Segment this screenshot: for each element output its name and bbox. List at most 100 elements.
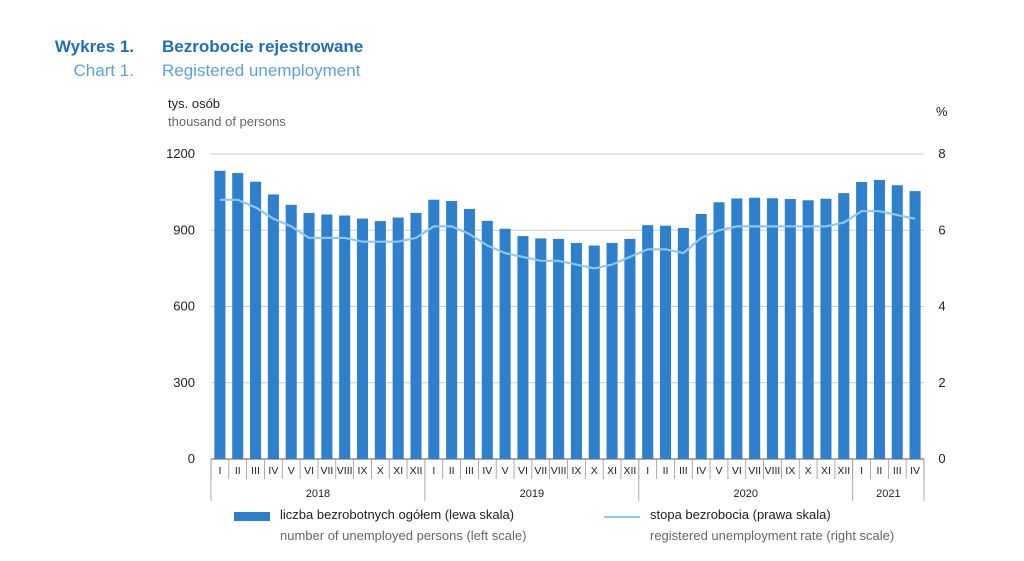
month-label: II bbox=[235, 465, 241, 477]
bar bbox=[374, 221, 386, 459]
month-label: VI bbox=[304, 465, 314, 477]
right-tick-label: 8 bbox=[938, 146, 945, 161]
left-axis-unit-en: thousand of persons bbox=[168, 114, 286, 129]
bar bbox=[481, 220, 493, 459]
bar bbox=[838, 193, 850, 459]
bar bbox=[766, 198, 779, 459]
legend-line-label-pl: stopa bezrobocia (prawa skala) bbox=[650, 507, 831, 522]
bar bbox=[553, 238, 565, 459]
month-label: VI bbox=[518, 465, 528, 477]
bar bbox=[820, 198, 832, 459]
title-label-en: Chart 1. bbox=[73, 61, 134, 80]
title-row-en: Chart 1. Registered unemployment bbox=[52, 61, 363, 85]
bar bbox=[677, 227, 689, 459]
month-label: IX bbox=[785, 465, 795, 477]
chart-title: Wykres 1. Bezrobocie rejestrowane Chart … bbox=[52, 37, 363, 85]
legend-line-swatch bbox=[604, 516, 640, 518]
bar bbox=[321, 214, 333, 459]
bar bbox=[446, 201, 458, 460]
month-label: XII bbox=[837, 465, 850, 477]
bar bbox=[517, 236, 529, 459]
bar bbox=[303, 212, 315, 459]
month-label: III bbox=[251, 465, 260, 477]
month-label: IV bbox=[696, 465, 706, 477]
left-axis-unit-pl: tys. osób bbox=[168, 96, 221, 111]
legend-line-label-en: registered unemployment rate (right scal… bbox=[650, 528, 895, 543]
month-label: II bbox=[449, 465, 455, 477]
month-label: VII bbox=[320, 465, 333, 477]
month-label: XII bbox=[410, 465, 423, 477]
bar bbox=[428, 199, 440, 459]
month-label: III bbox=[465, 465, 474, 477]
bar bbox=[588, 245, 600, 459]
month-label: IX bbox=[358, 465, 368, 477]
bar bbox=[606, 242, 618, 459]
right-tick-label: 2 bbox=[938, 375, 945, 390]
month-label: VIII bbox=[337, 465, 353, 477]
month-label: IV bbox=[268, 465, 278, 477]
left-tick-label: 900 bbox=[173, 222, 195, 237]
bar bbox=[285, 204, 297, 459]
bar bbox=[749, 197, 761, 459]
year-label: 2021 bbox=[876, 488, 900, 500]
bar bbox=[267, 194, 279, 459]
legend-bar-swatch bbox=[234, 512, 270, 521]
bar bbox=[250, 181, 262, 459]
bar bbox=[339, 215, 351, 459]
right-tick-label: 0 bbox=[938, 451, 945, 466]
month-label: V bbox=[716, 465, 723, 477]
year-label: 2020 bbox=[734, 488, 758, 500]
month-label: II bbox=[877, 465, 883, 477]
bar bbox=[356, 218, 369, 459]
bar bbox=[856, 181, 868, 460]
bar bbox=[410, 212, 422, 459]
right-tick-label: 4 bbox=[938, 299, 945, 314]
rate-line bbox=[219, 198, 916, 270]
bar bbox=[713, 202, 725, 459]
month-label: VI bbox=[732, 465, 742, 477]
month-label: VII bbox=[748, 465, 761, 477]
month-label: XI bbox=[393, 465, 403, 477]
bar bbox=[891, 185, 903, 459]
month-label: I bbox=[646, 465, 649, 477]
bar bbox=[695, 213, 707, 459]
bar bbox=[731, 198, 743, 459]
month-label: IV bbox=[910, 465, 920, 477]
month-label: X bbox=[591, 465, 598, 477]
bar bbox=[660, 225, 672, 459]
month-label: V bbox=[502, 465, 509, 477]
month-label: VIII bbox=[551, 465, 567, 477]
month-label: III bbox=[679, 465, 688, 477]
month-label: IX bbox=[571, 465, 581, 477]
month-label: I bbox=[860, 465, 863, 477]
right-axis-unit: % bbox=[936, 104, 948, 119]
bar bbox=[784, 198, 796, 460]
legend-bars-label-en: number of unemployed persons (left scale… bbox=[280, 528, 527, 543]
month-label: I bbox=[432, 465, 435, 477]
left-tick-label: 600 bbox=[173, 299, 195, 314]
month-label: IV bbox=[482, 465, 492, 477]
title-row-pl: Wykres 1. Bezrobocie rejestrowane bbox=[52, 37, 363, 61]
left-tick-label: 1200 bbox=[166, 146, 195, 161]
bar bbox=[802, 200, 814, 459]
bar bbox=[624, 238, 636, 459]
left-tick-label: 0 bbox=[188, 451, 195, 466]
title-text-pl: Bezrobocie rejestrowane bbox=[162, 37, 364, 56]
bar bbox=[570, 242, 582, 459]
bar bbox=[232, 173, 244, 459]
bar bbox=[499, 228, 511, 459]
month-label: VIII bbox=[765, 465, 781, 477]
month-label: XI bbox=[607, 465, 617, 477]
title-label-pl: Wykres 1. bbox=[54, 37, 134, 56]
left-tick-label: 300 bbox=[173, 375, 195, 390]
bar bbox=[873, 179, 885, 460]
month-label: X bbox=[805, 465, 812, 477]
bar bbox=[392, 217, 404, 459]
month-label: XII bbox=[623, 465, 636, 477]
month-label: III bbox=[893, 465, 902, 477]
month-label: XI bbox=[821, 465, 831, 477]
title-text-en: Registered unemployment bbox=[162, 61, 361, 80]
month-label: V bbox=[288, 465, 295, 477]
month-label: I bbox=[218, 465, 221, 477]
